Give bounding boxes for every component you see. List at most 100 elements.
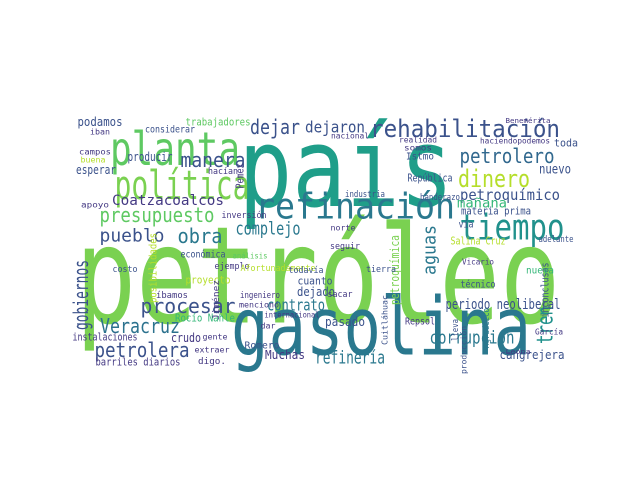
word: materia prima (461, 205, 531, 218)
word: Romero (245, 341, 280, 352)
word: Pemex (234, 163, 247, 188)
word: Vicario (462, 258, 494, 267)
word: inversión (222, 210, 267, 221)
word: realidad (399, 136, 437, 145)
word: haciendopodemos (480, 137, 550, 146)
word: Veracruz (100, 314, 180, 338)
word: podamos (78, 115, 123, 129)
word: Istmo (406, 152, 434, 163)
word: ingeniero (240, 291, 280, 301)
word: barriles diarios (96, 356, 181, 369)
word: adelante (539, 235, 574, 245)
word: hacían (208, 167, 238, 177)
word: instalaciones (73, 331, 138, 344)
word: gente (203, 333, 228, 342)
word: presupuesto (100, 203, 215, 227)
word: aguas (420, 225, 441, 275)
word: petroquímica (388, 235, 402, 305)
word: dinero (458, 165, 530, 193)
word: pasado (325, 315, 365, 329)
word: obra (178, 224, 223, 248)
word: Rocío Nahle (175, 312, 235, 325)
word: vía (459, 219, 474, 231)
word: refinería (315, 348, 385, 369)
word: Leona (506, 348, 531, 356)
word: digo. (198, 357, 226, 367)
word: tierra (366, 265, 396, 275)
word: Cuitláhuac (381, 295, 390, 345)
word: costo (113, 265, 138, 275)
word: mañana (457, 197, 507, 212)
word: refinación (255, 187, 455, 228)
word: iban (90, 128, 110, 137)
word: proyecto (186, 274, 231, 287)
word: esperar (76, 163, 116, 177)
word: cuanto (298, 275, 333, 288)
word: complejo (236, 219, 301, 240)
word: Repsol (405, 317, 435, 328)
word: Agradezco (482, 308, 492, 348)
word: posibilidades (147, 233, 160, 303)
word: petrolero (460, 144, 555, 168)
word: nacional (331, 132, 369, 141)
word: apoyo (81, 201, 109, 210)
word: país (239, 104, 454, 232)
word: norte (331, 224, 356, 233)
word: Jiménez (211, 280, 222, 320)
word: análisis (233, 252, 268, 261)
word: Afortunadamente (241, 264, 316, 274)
word: inconclusas (539, 263, 552, 318)
word: dejado (297, 285, 335, 299)
word: mencionó (239, 300, 279, 310)
word: manera (181, 148, 246, 172)
word: tiempo (460, 208, 565, 249)
word: gobiernos (69, 260, 93, 330)
word: tren (534, 306, 559, 344)
word: económica (181, 249, 226, 261)
word: banderazo (420, 193, 460, 203)
word: crudo (171, 331, 201, 345)
word: Benemérita (506, 117, 551, 125)
word: política (115, 163, 250, 209)
word: nuevo (539, 163, 571, 178)
word: periodo neoliberal (446, 297, 561, 313)
word: gasolina (231, 281, 531, 374)
word: dejar (250, 115, 300, 139)
word: Muchas (265, 348, 305, 362)
word: seguir (330, 242, 361, 252)
word: García (535, 328, 563, 337)
word: Salina Cruz (451, 235, 506, 248)
word: toda (554, 137, 578, 150)
word: todavía (289, 266, 324, 276)
word: sacar (328, 290, 354, 300)
word: República (408, 172, 453, 185)
word: buena (81, 156, 106, 165)
word: íbamos (156, 291, 188, 301)
word: Coatzacoalcos (112, 193, 224, 209)
word: petroquímico (460, 186, 560, 204)
word: extraer (195, 346, 230, 355)
word: contrato (267, 296, 325, 315)
word: producción (459, 326, 469, 374)
word: industria (345, 190, 385, 200)
word: rehabilitación (370, 115, 560, 143)
word: cangrejera (500, 348, 565, 362)
word: dejaron (305, 118, 365, 137)
word: petróleo (76, 198, 561, 355)
word: procesar (141, 294, 236, 318)
word: dar (261, 322, 276, 331)
word: corrupción (430, 328, 515, 349)
word: planta (110, 122, 240, 176)
word: considerar (145, 125, 195, 136)
word: pueblo (100, 226, 165, 247)
word: somos (404, 144, 432, 153)
word: ejemplo (215, 262, 250, 272)
word: técnico (461, 279, 496, 291)
word: lleva (451, 319, 461, 341)
word: petrolera (95, 338, 190, 362)
word: trabajadores (186, 116, 251, 129)
word: producir (128, 150, 173, 164)
word: internacional (265, 311, 320, 320)
